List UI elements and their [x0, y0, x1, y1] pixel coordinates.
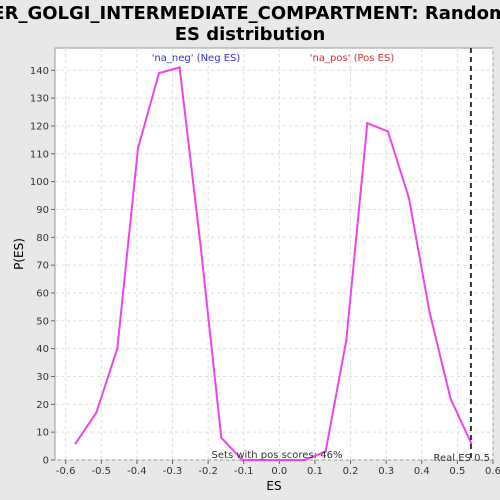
y-tick-label: 20 — [36, 400, 49, 411]
y-tick-label: 70 — [36, 261, 49, 272]
es-data-point — [220, 436, 223, 439]
es-data-point — [136, 147, 140, 150]
y-tick-label: 50 — [36, 316, 49, 327]
es-data-point — [178, 66, 181, 69]
y-tick-label: 80 — [36, 233, 49, 244]
x-axis-label: ES — [266, 479, 281, 493]
es-data-point — [470, 442, 473, 445]
y-tick-label: 120 — [30, 121, 49, 132]
es-data-point — [261, 458, 265, 462]
y-axis-label: P(ES) — [12, 238, 26, 270]
y-tick-label: 10 — [36, 428, 49, 439]
es-data-point — [74, 442, 77, 445]
x-tick-label: 0.4 — [414, 466, 430, 477]
x-tick-label: 0.3 — [378, 466, 394, 477]
x-tick-label: 0.6 — [485, 466, 500, 477]
annotations: 'na_neg' (Neg ES) 'na_pos' (Pos ES) Sets… — [152, 53, 490, 464]
es-data-point — [386, 130, 390, 133]
y-tick-label: 0 — [43, 456, 49, 467]
grid — [55, 48, 494, 461]
x-tick-label: 0.5 — [449, 466, 465, 477]
es-data-point — [345, 339, 348, 342]
x-tick-label: 0.0 — [271, 466, 287, 477]
axis-ticks: -0.6 -0.5 -0.4 -0.3 -0.2 -0.1 0.0 0.1 0.2 0.3 0.4 0… — [30, 66, 500, 477]
chart-title-line2: ES distribution — [175, 24, 326, 45]
es-data-point — [241, 458, 244, 462]
y-tick-label: 100 — [30, 177, 49, 188]
pos-es-label: 'na_pos' (Pos ES) — [310, 53, 395, 64]
es-data-point — [407, 197, 411, 200]
x-tick-label: 0.2 — [343, 466, 359, 477]
series-group — [74, 48, 473, 462]
es-data-point — [199, 244, 202, 247]
es-data-point — [366, 121, 369, 125]
es-density-line — [74, 66, 473, 461]
es-data-point — [95, 411, 98, 414]
es-data-point — [324, 450, 327, 453]
sets-pos-scores-text: Sets with pos scores: 46% — [212, 450, 343, 461]
x-tick-label: -0.2 — [198, 466, 218, 477]
real-es-text: Real ES 0.5 — [434, 453, 490, 464]
y-tick-label: 140 — [30, 66, 49, 77]
y-tick-label: 90 — [36, 205, 49, 216]
x-tick-label: -0.4 — [127, 466, 147, 477]
es-data-point — [282, 458, 286, 462]
chart-title-line1: ER_GOLGI_INTERMEDIATE_COMPARTMENT: Rando… — [0, 3, 500, 24]
x-tick-label: -0.1 — [234, 466, 254, 477]
x-tick-label: 0.1 — [307, 466, 323, 477]
x-tick-label: -0.5 — [92, 466, 112, 477]
es-data-point — [449, 397, 452, 400]
es-data-point — [303, 458, 306, 462]
y-tick-label: 130 — [30, 94, 49, 105]
y-tick-label: 110 — [30, 149, 49, 160]
neg-es-label: 'na_neg' (Neg ES) — [152, 53, 241, 64]
plot-area — [54, 47, 494, 461]
es-data-point — [157, 71, 161, 75]
y-tick-label: 60 — [36, 288, 49, 299]
y-tick-label: 40 — [36, 344, 49, 355]
x-tick-label: -0.3 — [163, 466, 183, 477]
es-data-point — [428, 311, 431, 314]
x-tick-label: -0.6 — [56, 466, 76, 477]
y-tick-label: 30 — [36, 372, 49, 383]
es-data-point — [116, 347, 119, 350]
